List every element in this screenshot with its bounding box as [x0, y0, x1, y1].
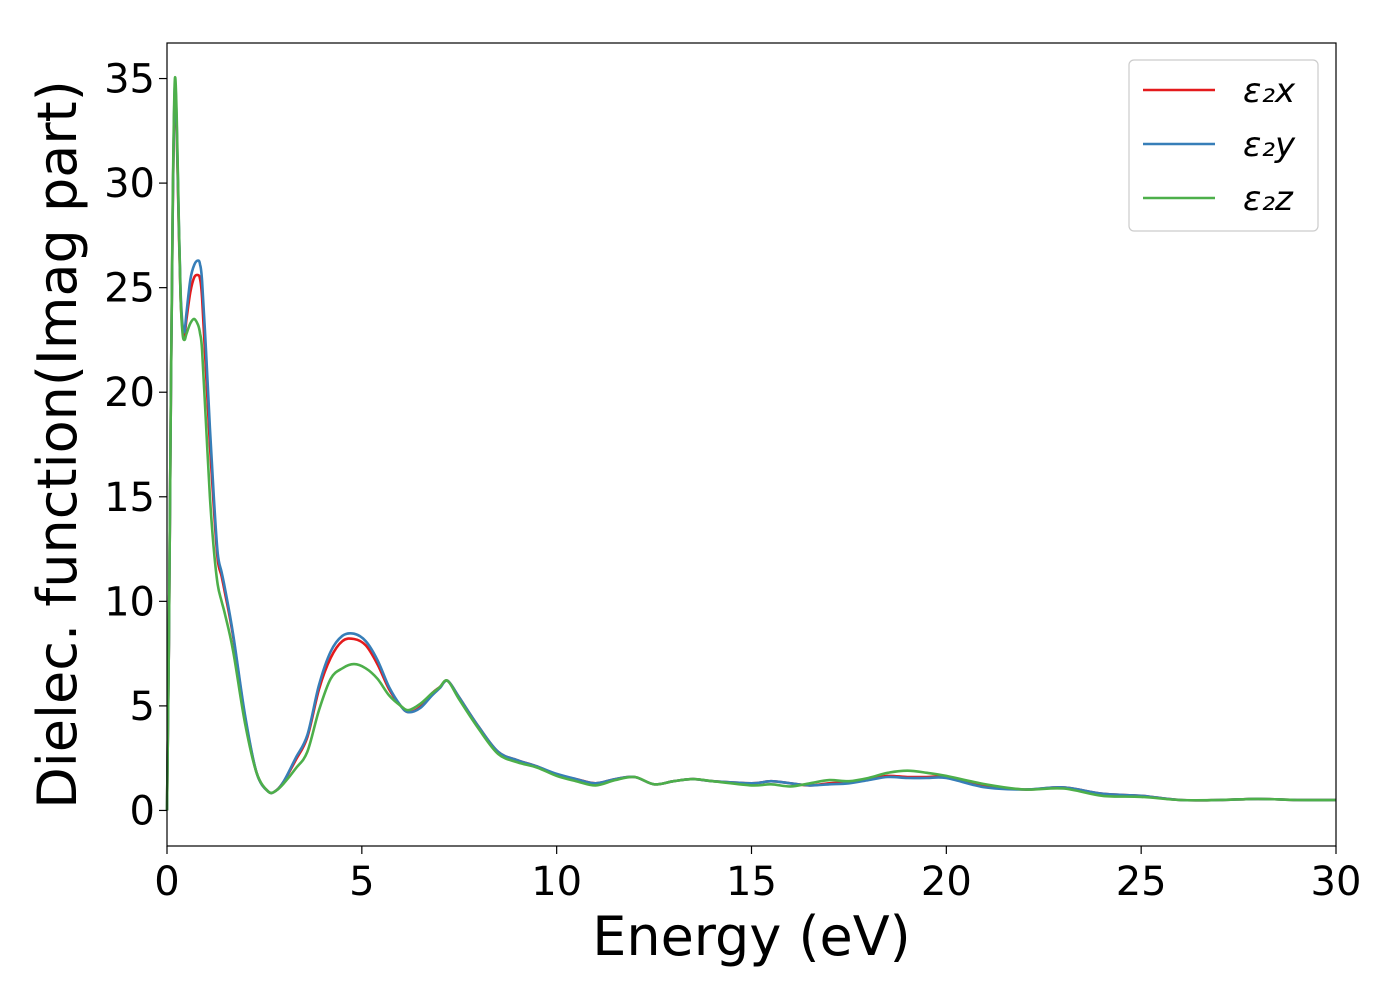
series-lines	[165, 76, 1337, 811]
legend-label-2: ε₂y	[1243, 125, 1296, 165]
y-tick-label: 0	[130, 788, 155, 834]
y-axis-label: Dielec. function(Imag part)	[26, 80, 89, 809]
y-tick-label: 35	[104, 57, 155, 103]
y-tick-label: 5	[130, 684, 155, 730]
series-line-3	[165, 76, 1337, 811]
x-tick-label: 5	[349, 859, 374, 905]
x-tick-label: 15	[726, 859, 777, 905]
x-tick-label: 30	[1311, 859, 1362, 905]
x-tick-label: 0	[154, 859, 179, 905]
x-tick-label: 20	[921, 859, 972, 905]
legend: ε₂x ε₂y ε₂z	[1128, 59, 1319, 232]
x-tick-label: 10	[531, 859, 582, 905]
y-tick-label: 30	[104, 161, 155, 207]
y-tick-label: 10	[104, 579, 155, 625]
y-tick-label: 25	[104, 266, 155, 312]
x-axis-label: Energy (eV)	[592, 905, 911, 968]
y-tick-label: 20	[104, 370, 155, 416]
legend-label-3: ε₂z	[1243, 179, 1294, 219]
legend-label-1: ε₂x	[1243, 71, 1296, 111]
axis-ticks: 0 5 10 15 20 25 30 0 5 10 15 20 25 30 35	[104, 57, 1361, 905]
x-tick-label: 25	[1116, 859, 1167, 905]
legend-box	[1128, 59, 1319, 232]
y-tick-label: 15	[104, 475, 155, 521]
